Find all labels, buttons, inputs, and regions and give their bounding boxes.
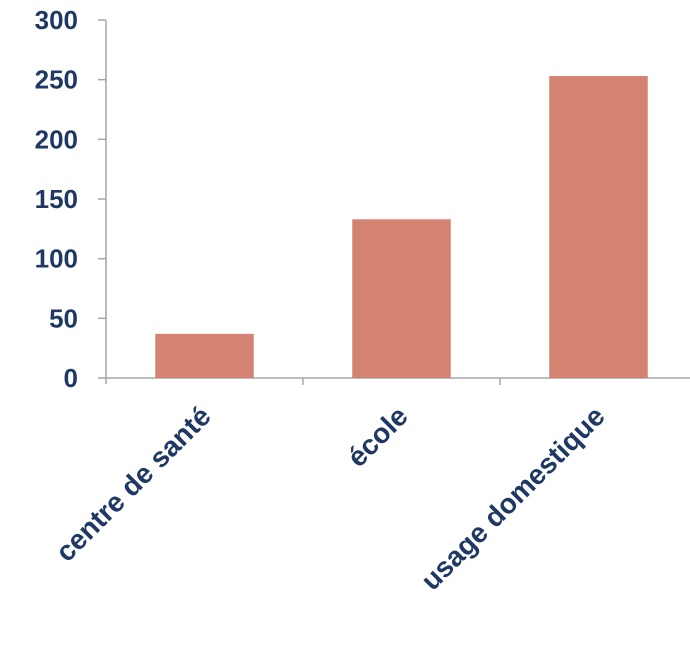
x-category-label: usage domestique bbox=[415, 400, 611, 596]
x-category-labels: centre de santé école usage domestique bbox=[50, 400, 611, 596]
x-category-label: école bbox=[341, 400, 414, 473]
bar-1 bbox=[155, 333, 254, 378]
bars bbox=[155, 76, 648, 378]
y-tick-label: 100 bbox=[35, 244, 78, 274]
y-tick-label: 0 bbox=[64, 363, 78, 393]
y-tick-label: 200 bbox=[35, 124, 78, 154]
y-tick-label: 300 bbox=[35, 5, 78, 35]
y-tick-labels: 0 50 100 150 200 250 300 bbox=[35, 5, 78, 393]
bar-2 bbox=[352, 219, 451, 378]
y-tick-label: 50 bbox=[49, 303, 78, 333]
x-category-label: centre de santé bbox=[50, 400, 217, 567]
y-tick-label: 250 bbox=[35, 65, 78, 95]
y-tick-label: 150 bbox=[35, 184, 78, 214]
bar-3 bbox=[549, 76, 648, 378]
